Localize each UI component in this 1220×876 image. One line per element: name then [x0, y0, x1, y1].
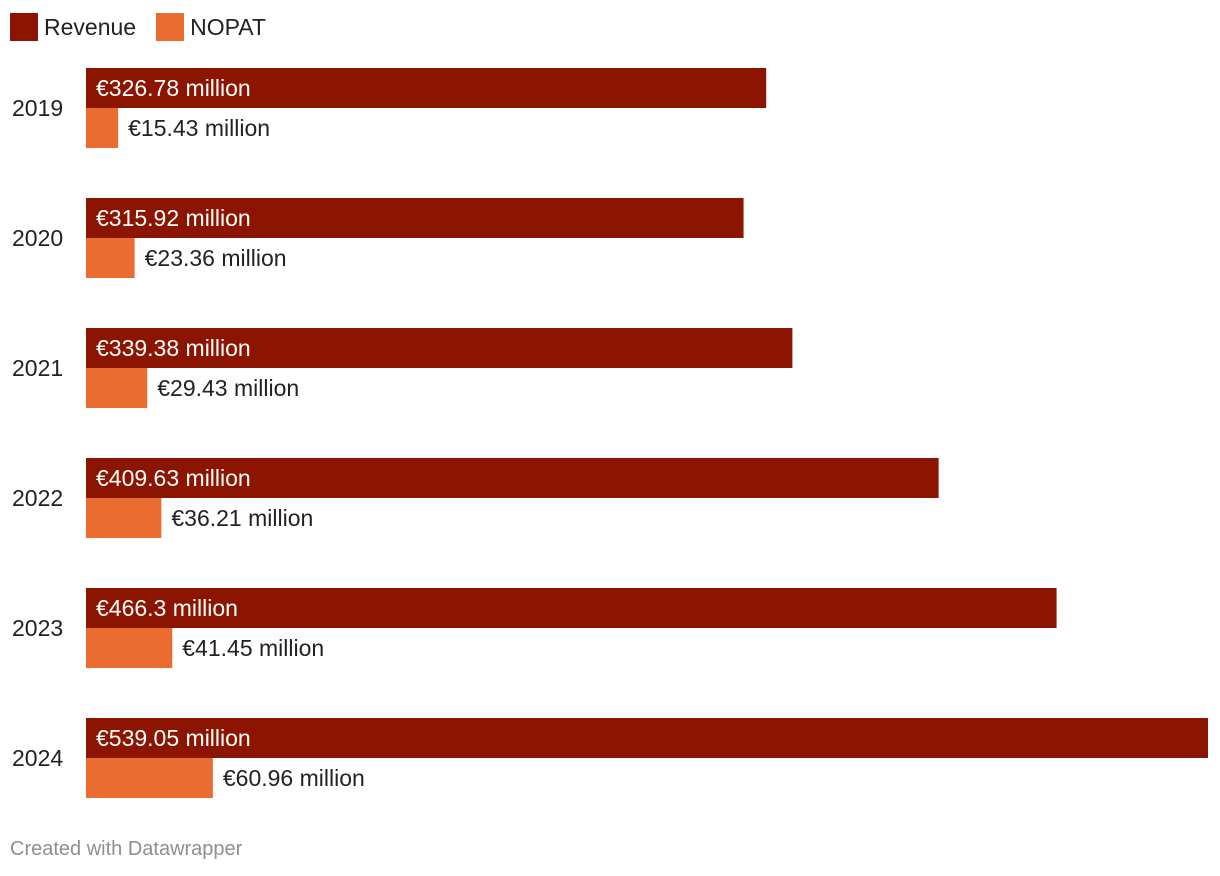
nopat-value-label-2024: €60.96 million — [223, 765, 365, 791]
revenue-value-label-2023: €466.3 million — [96, 595, 238, 621]
category-label-2024: 2024 — [12, 745, 63, 771]
legend-item-revenue: Revenue — [10, 13, 136, 41]
legend-label-nopat: NOPAT — [190, 14, 266, 40]
category-label-2019: 2019 — [12, 95, 63, 121]
revenue-bar-2024 — [86, 718, 1208, 758]
nopat-value-label-2021: €29.43 million — [157, 375, 299, 401]
category-label-2023: 2023 — [12, 615, 63, 641]
legend-label-revenue: Revenue — [44, 14, 137, 40]
nopat-value-label-2022: €36.21 million — [171, 505, 313, 531]
nopat-bar-2019 — [86, 108, 119, 148]
revenue-value-label-2022: €409.63 million — [96, 465, 251, 491]
revenue-value-label-2024: €539.05 million — [96, 725, 251, 751]
bar-group-2020: 2020 €315.92 million €23.36 million — [12, 198, 744, 278]
nopat-bar-2024 — [86, 758, 213, 798]
nopat-bar-2022 — [86, 498, 162, 538]
bar-group-2024: 2024 €539.05 million €60.96 million — [12, 718, 1208, 798]
revenue-bar-2023 — [86, 588, 1057, 628]
bar-group-2022: 2022 €409.63 million €36.21 million — [12, 458, 939, 538]
bar-group-2021: 2021 €339.38 million €29.43 million — [12, 328, 793, 408]
nopat-value-label-2020: €23.36 million — [145, 245, 287, 271]
nopat-value-label-2023: €41.45 million — [182, 635, 324, 661]
revenue-bar-2022 — [86, 458, 939, 498]
revenue-value-label-2020: €315.92 million — [96, 205, 251, 231]
legend-item-nopat: NOPAT — [156, 13, 266, 41]
footer-credit: Created with Datawrapper — [10, 838, 243, 860]
revenue-bar-2020 — [86, 198, 744, 238]
category-label-2020: 2020 — [12, 225, 63, 251]
category-label-2022: 2022 — [12, 485, 63, 511]
nopat-bar-2023 — [86, 628, 173, 668]
revenue-bar-2021 — [86, 328, 793, 368]
legend-swatch-nopat — [156, 13, 185, 41]
revenue-value-label-2021: €339.38 million — [96, 335, 251, 361]
bar-group-2023: 2023 €466.3 million €41.45 million — [12, 588, 1057, 668]
nopat-bar-2021 — [86, 368, 148, 408]
legend-swatch-revenue — [10, 13, 38, 41]
nopat-value-label-2019: €15.43 million — [128, 115, 270, 141]
revenue-value-label-2019: €326.78 million — [96, 75, 251, 101]
nopat-bar-2020 — [86, 238, 135, 278]
revenue-bar-2019 — [86, 68, 767, 108]
bar-group-2019: 2019 €326.78 million €15.43 million — [12, 68, 767, 148]
legend: Revenue NOPAT — [10, 12, 286, 42]
category-label-2021: 2021 — [12, 355, 63, 381]
